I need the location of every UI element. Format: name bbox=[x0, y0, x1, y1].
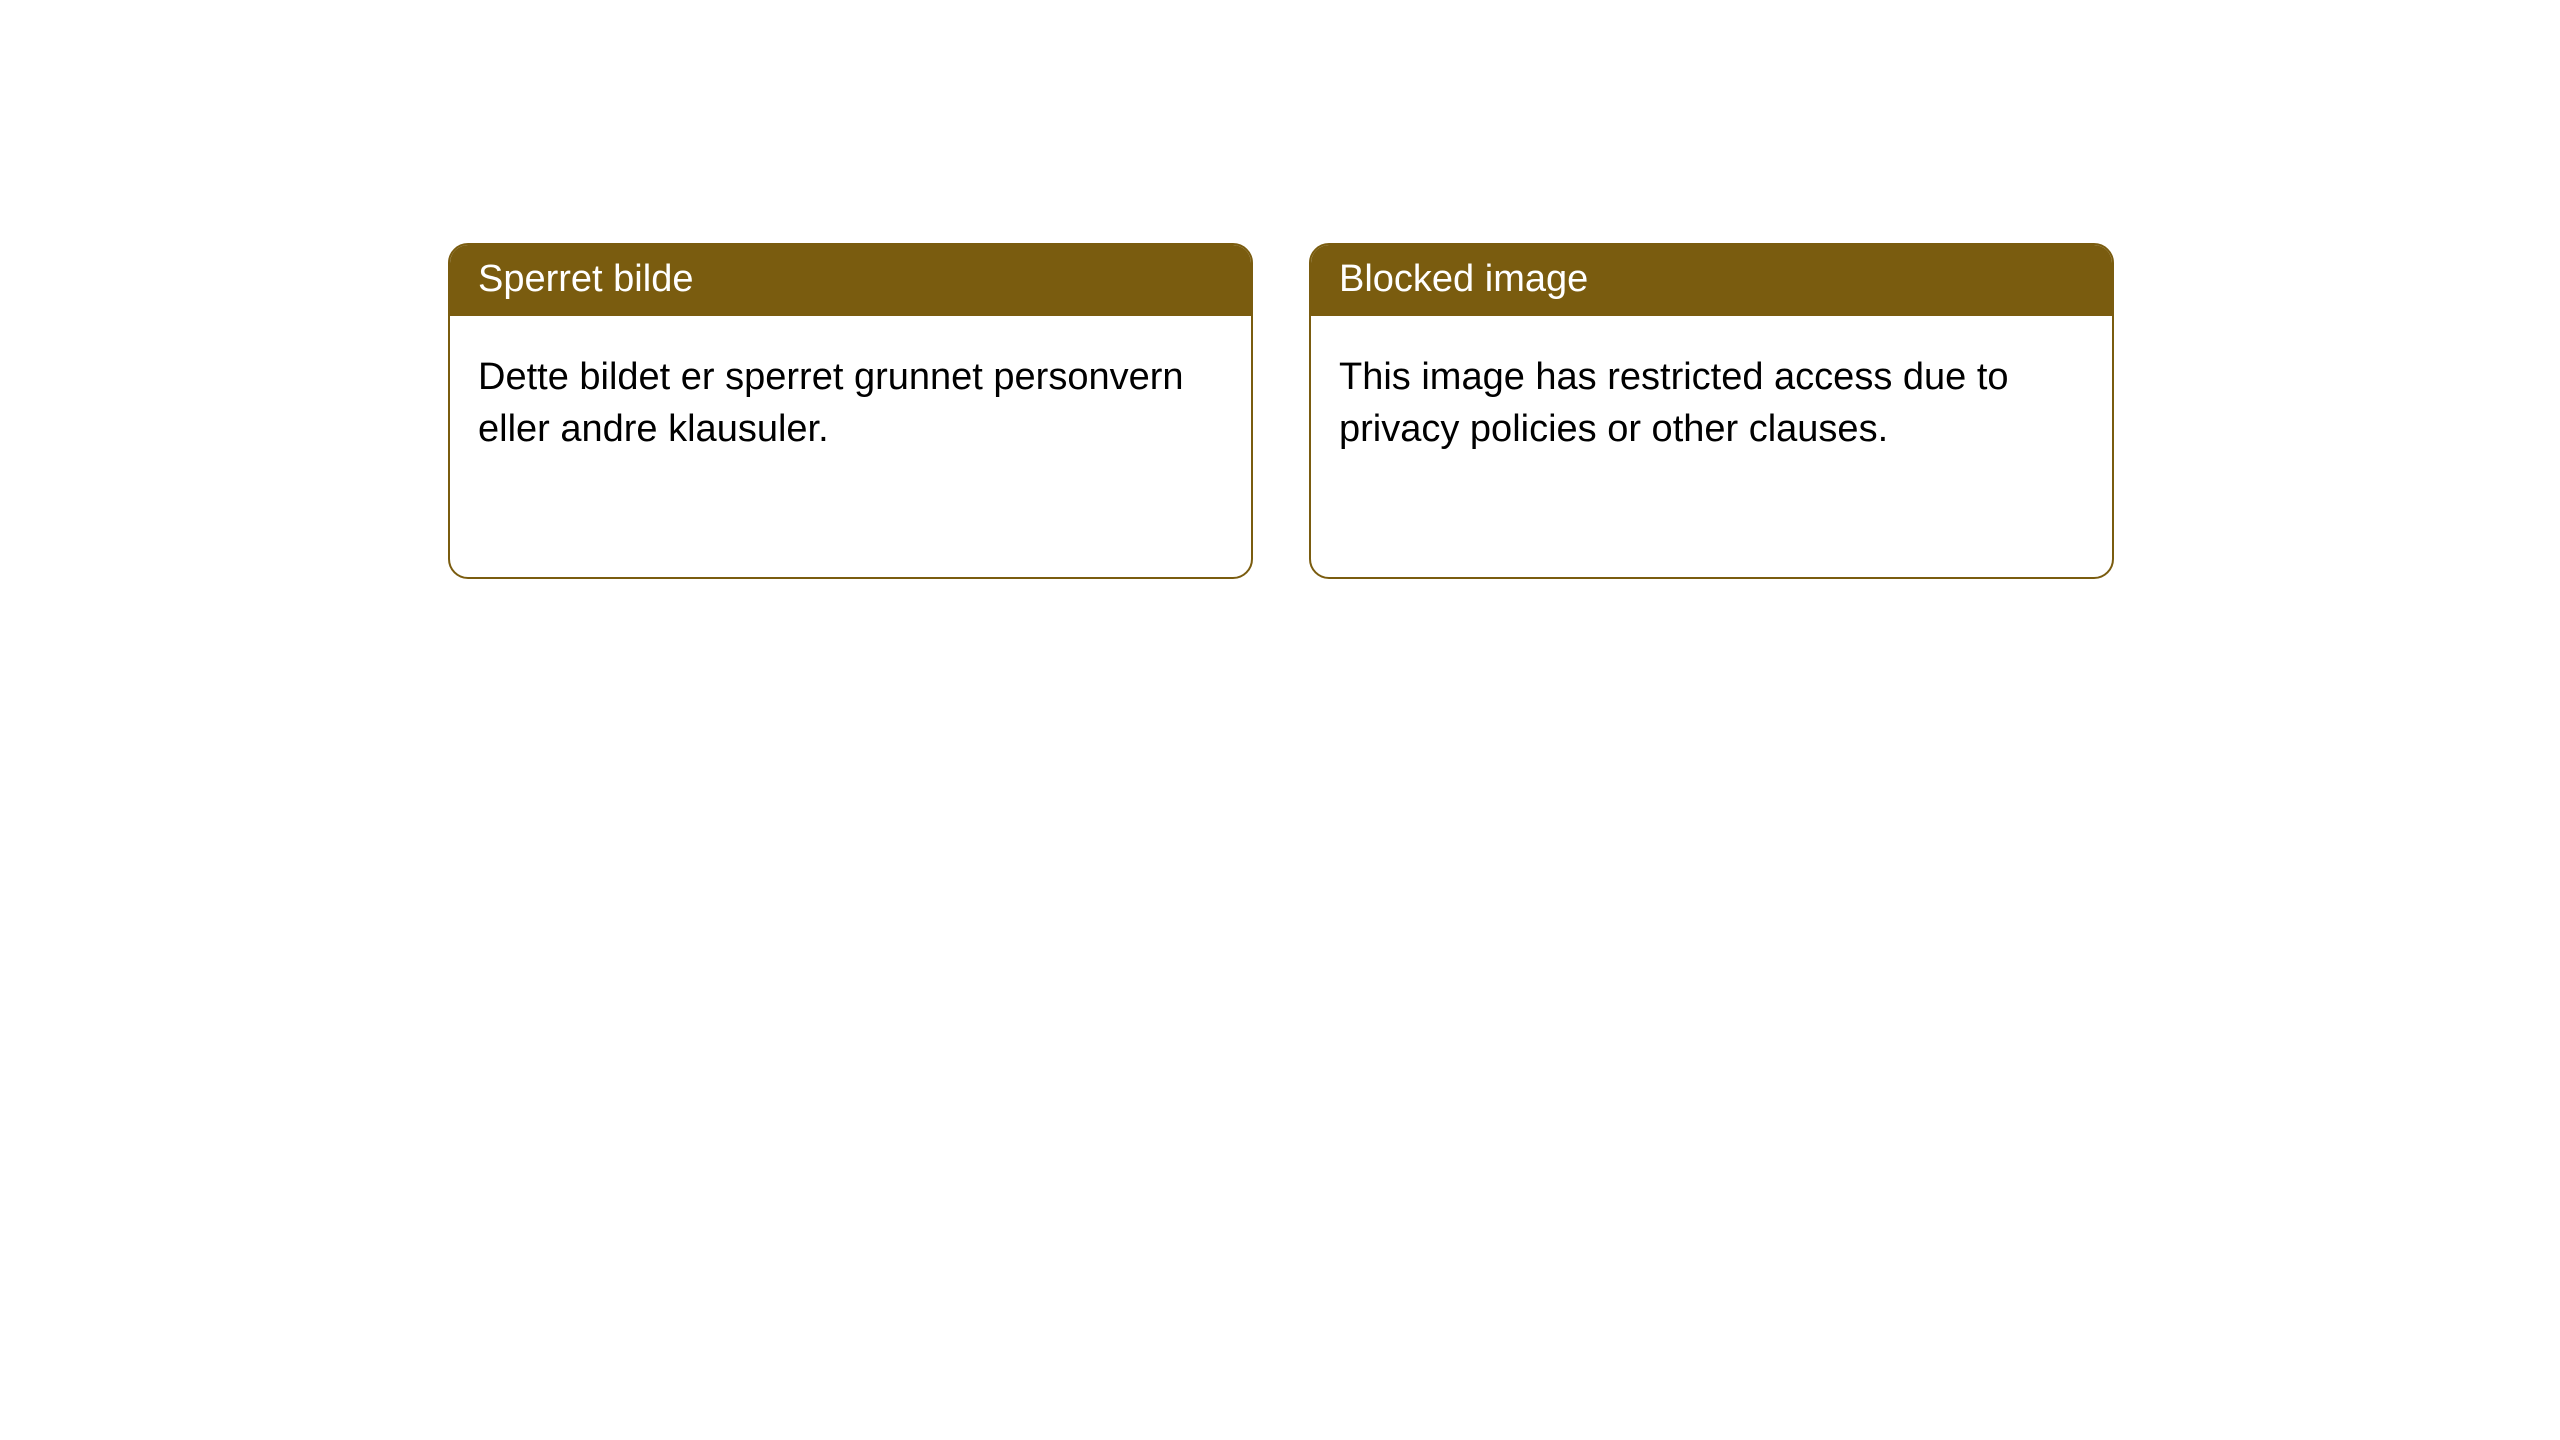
notice-card-norwegian: Sperret bilde Dette bildet er sperret gr… bbox=[448, 243, 1253, 579]
notice-card-english: Blocked image This image has restricted … bbox=[1309, 243, 2114, 579]
notice-body-english: This image has restricted access due to … bbox=[1311, 316, 2112, 491]
notice-header-norwegian: Sperret bilde bbox=[450, 245, 1251, 316]
notice-container: Sperret bilde Dette bildet er sperret gr… bbox=[0, 0, 2560, 579]
notice-header-english: Blocked image bbox=[1311, 245, 2112, 316]
notice-body-norwegian: Dette bildet er sperret grunnet personve… bbox=[450, 316, 1251, 491]
